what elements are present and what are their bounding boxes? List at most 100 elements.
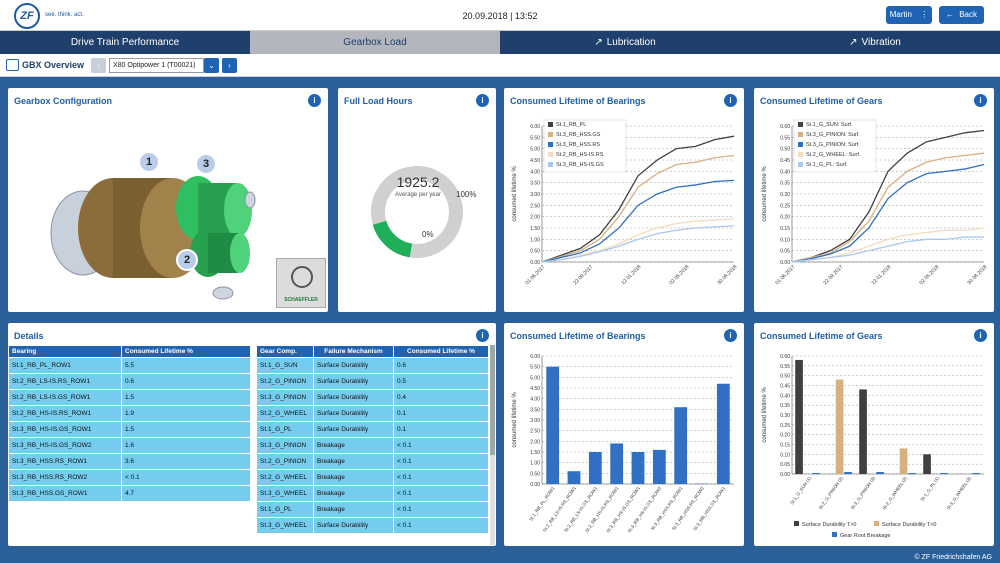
- panel-title: Consumed Lifetime of Bearings: [510, 331, 646, 341]
- table-row[interactable]: St.2_G_PINION Surface Durability 0.5: [256, 373, 489, 390]
- table-row[interactable]: St.3_RB_HS-IS.GS_ROW2 1.6: [8, 437, 251, 454]
- machine-select[interactable]: X80 Optipower 1 (T00021): [109, 58, 204, 73]
- table-row[interactable]: St.3_G_WHEEL Surface Durability < 0.1: [256, 517, 489, 534]
- col-header[interactable]: Consumed Lifetime %: [121, 345, 251, 358]
- table-cell: St.2_G_PINION: [256, 373, 314, 390]
- y-tick-label: 0.50: [530, 471, 540, 477]
- info-icon[interactable]: i: [974, 94, 987, 107]
- x-tick-label: 02.05.2018: [918, 264, 940, 286]
- table-row[interactable]: St.1_G_PL Breakage < 0.1: [256, 501, 489, 518]
- table-row[interactable]: St.1_G_PL Surface Durability 0.1: [256, 421, 489, 438]
- table-row[interactable]: St.3_RB_HSS.RS_ROW2 < 0.1: [8, 469, 251, 486]
- gears-line-panel: Consumed Lifetime of Gears i 0.00 0.05 0.1…: [754, 88, 994, 312]
- y-tick-label: 4.00: [530, 169, 540, 175]
- gears-bar-chart: 0.00 0.05 0.10 0.15 0.20 0.25 0.30 0.35 0.40 0.45…: [762, 354, 984, 539]
- user-button[interactable]: Martin ⋮: [886, 6, 932, 24]
- tab-label: Lubrication: [606, 37, 656, 48]
- table-cell: St.3_G_WHEEL: [256, 517, 314, 534]
- legend-label: St.1_RB_PL: [556, 122, 586, 128]
- full-load-value: 1925.2: [396, 174, 440, 190]
- series-line: [541, 225, 735, 263]
- table-cell: Breakage: [313, 437, 394, 454]
- table-row[interactable]: St.3_G_PINION Breakage < 0.1: [256, 437, 489, 454]
- table-row[interactable]: St.1_G_SUN Surface Durability 0.6: [256, 357, 489, 374]
- info-icon[interactable]: i: [476, 94, 489, 107]
- table-cell: < 0.1: [393, 501, 489, 518]
- legend-label: St.1_G_PL: Surf.: [806, 162, 848, 168]
- x-tick-label: St.1_G_SUN (1): [789, 475, 812, 505]
- table-row[interactable]: St.2_G_PINION Breakage < 0.1: [256, 453, 489, 470]
- table-row[interactable]: St.3_RB_HS-IS.GS_ROW1 1.5: [8, 421, 251, 438]
- info-icon[interactable]: i: [724, 94, 737, 107]
- app-header: ZF see. think. act. 20.09.2018 | 13:52 M…: [0, 0, 1000, 31]
- info-icon[interactable]: i: [476, 329, 489, 342]
- tab-label: Drive Train Performance: [70, 37, 180, 48]
- info-icon[interactable]: i: [974, 329, 987, 342]
- details-scrollbar[interactable]: [490, 345, 495, 545]
- table-cell: 0.4: [393, 389, 489, 406]
- x-tick-label: 12.01.2018: [870, 264, 892, 286]
- tab-lubrication[interactable]: ↗ Lubrication: [500, 31, 750, 54]
- table-row[interactable]: St.2_RB_LS-IS.RS_ROW1 0.6: [8, 373, 251, 390]
- legend-swatch: [798, 122, 803, 127]
- table-cell: St.3_RB_HSS.RS_ROW2: [8, 469, 122, 486]
- table-row[interactable]: St.3_G_PINION Surface Durability 0.4: [256, 389, 489, 406]
- legend-label: Surface Durability T>0: [802, 522, 856, 528]
- x-tick-label: St.3_G_PINION (3): [850, 475, 877, 510]
- gauge-min-label: 0%: [422, 230, 434, 239]
- legend-label: Gear Root Breakage: [840, 533, 890, 539]
- legend-label: St.3_RB_HSS.GS: [556, 132, 601, 138]
- wind-turbine-icon: [291, 266, 313, 288]
- tab-vibration[interactable]: ↗ Vibration: [750, 31, 1000, 54]
- bar: [972, 473, 980, 474]
- info-icon[interactable]: i: [724, 329, 737, 342]
- table-row[interactable]: St.3_RB_HSS.GS_ROW1 4.7: [8, 485, 251, 502]
- bar: [835, 379, 844, 474]
- tab-gearbox-load[interactable]: Gearbox Load: [250, 31, 500, 54]
- y-tick-label: 3.50: [530, 181, 540, 187]
- table-row[interactable]: St.2_G_WHEEL Surface Durability 0.1: [256, 405, 489, 422]
- legend-swatch: [832, 532, 837, 537]
- gear-marker-3[interactable]: 3: [195, 153, 217, 175]
- y-tick-label: 3.50: [530, 407, 540, 413]
- back-button[interactable]: ← Back: [939, 6, 984, 24]
- tagline: see. think. act.: [45, 12, 84, 18]
- table-row[interactable]: St.2_RB_LS-IS.GS_ROW1 1.5: [8, 389, 251, 406]
- legend-swatch: [798, 162, 803, 167]
- table-row[interactable]: St.3_RB_HSS.RS_ROW1 3.6: [8, 453, 251, 470]
- table-cell: Surface Durability: [313, 389, 394, 406]
- y-tick-label: 3.00: [530, 192, 540, 198]
- legend-swatch: [798, 132, 803, 137]
- table-row[interactable]: St.2_RB_HS-IS.RS_ROW1 1.9: [8, 405, 251, 422]
- series-line: [791, 163, 985, 263]
- x-tick-label: St.3_G_WHEEL (3): [945, 475, 972, 510]
- gear-marker-2[interactable]: 2: [176, 249, 198, 271]
- legend-swatch: [548, 132, 553, 137]
- gear-marker-1[interactable]: 1: [138, 151, 160, 173]
- series-line: [541, 135, 735, 263]
- info-icon[interactable]: i: [308, 94, 321, 107]
- table-cell: 1.5: [121, 421, 251, 438]
- machine-dropdown-button[interactable]: ⌄: [204, 58, 219, 73]
- y-tick-label: 2.00: [530, 215, 540, 221]
- tab-drive-train-performance[interactable]: Drive Train Performance: [0, 31, 250, 54]
- table-cell: < 0.1: [121, 469, 251, 486]
- table-row[interactable]: St.1_RB_PL_ROW1 5.5: [8, 357, 251, 374]
- prev-machine-button[interactable]: ‹: [91, 58, 106, 73]
- y-tick-label: 2.50: [530, 429, 540, 435]
- y-tick-label: 1.00: [530, 461, 540, 467]
- col-header[interactable]: Failure Mechanism: [313, 345, 394, 358]
- table-row[interactable]: St.2_G_WHEEL Breakage < 0.1: [256, 469, 489, 486]
- col-header[interactable]: Bearing: [8, 345, 122, 358]
- table-row[interactable]: St.3_G_WHEEL Breakage < 0.1: [256, 485, 489, 502]
- x-tick-label: 22.09.2017: [822, 264, 844, 286]
- next-machine-button[interactable]: ›: [222, 58, 237, 73]
- bar: [567, 471, 581, 484]
- table-cell: Surface Durability: [313, 405, 394, 422]
- col-header[interactable]: Gear Comp.: [256, 345, 314, 358]
- y-tick-label: 0.00: [780, 260, 790, 266]
- bar: [812, 473, 820, 474]
- bearings-bar-panel: Consumed Lifetime of Bearings i 0.00 0.50…: [504, 323, 744, 546]
- col-header[interactable]: Consumed Lifetime %: [393, 345, 489, 358]
- vendor-logo: SCHAEFFLER: [276, 258, 326, 308]
